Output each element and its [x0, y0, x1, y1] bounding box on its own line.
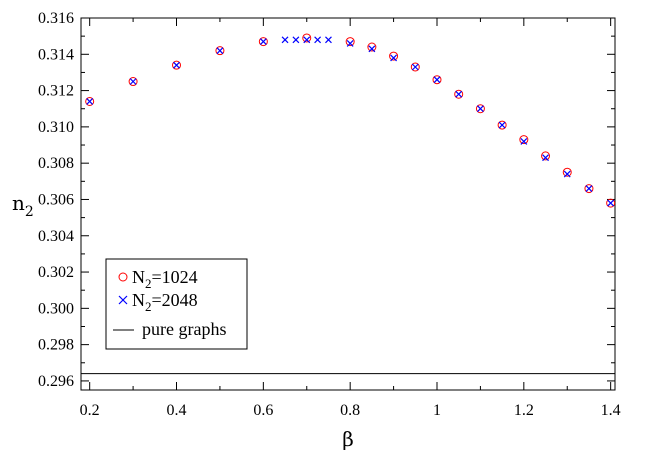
data-point-n2048 — [455, 90, 463, 98]
data-point-n1024 — [410, 62, 420, 72]
data-point-n1024 — [302, 33, 312, 43]
x-tick-label: 0.6 — [253, 402, 273, 419]
data-point-n2048 — [292, 36, 300, 44]
data-point-n1024 — [519, 135, 529, 145]
data-point-n1024 — [128, 77, 138, 87]
data-point-n1024 — [497, 120, 507, 130]
data-point-n1024 — [172, 60, 182, 70]
y-tick-label: 0.314 — [38, 46, 74, 63]
data-point-n1024 — [215, 46, 225, 56]
y-tick-label: 0.306 — [38, 191, 74, 208]
data-point-n1024 — [606, 198, 616, 208]
y-tick-label: 0.298 — [38, 337, 74, 354]
data-point-n2048 — [476, 105, 484, 113]
legend-label-n1024: N2=1024 — [132, 267, 198, 291]
data-point-n2048 — [411, 63, 419, 71]
x-axis-ticks: 0.2 0.4 0.6 0.8 1 1.2 1.4 — [80, 18, 621, 419]
data-point-n2048 — [498, 121, 506, 129]
data-point-n1024 — [258, 37, 268, 47]
y-tick-label: 0.302 — [38, 264, 74, 281]
data-point-n1024 — [389, 51, 399, 61]
y-tick-label: 0.300 — [38, 300, 74, 317]
y-tick-label: 0.304 — [38, 228, 74, 245]
data-point-n2048 — [259, 38, 267, 46]
data-point-n2048 — [520, 137, 528, 145]
data-point-n2048 — [303, 36, 311, 44]
data-point-n2048 — [542, 154, 549, 162]
data-series — [81, 33, 616, 375]
data-point-n2048 — [314, 36, 322, 44]
y-tick-label: 0.316 — [38, 10, 74, 27]
legend-circle-marker — [118, 272, 128, 282]
data-point-n2048 — [325, 36, 332, 44]
data-point-n2048 — [390, 54, 398, 62]
y-axis-ticks: 0.296 0.298 0.300 0.302 0.304 0.306 0.308 0.310… — [38, 10, 615, 390]
data-point-n1024 — [345, 37, 355, 47]
data-point-n2048 — [433, 76, 441, 84]
x-tick-label: 0.2 — [80, 402, 100, 419]
data-point-n1024 — [432, 75, 442, 85]
data-point-n1024 — [562, 167, 572, 177]
data-point-n2048 — [173, 61, 180, 69]
x-tick-label: 1 — [433, 402, 441, 419]
x-tick-label: 0.8 — [340, 402, 360, 419]
data-point-n1024 — [367, 42, 377, 52]
legend-label-pure-graphs: pure graphs — [142, 319, 226, 339]
data-point-n2048 — [585, 185, 593, 192]
legend-x-marker — [118, 295, 128, 305]
y-tick-label: 0.296 — [38, 373, 74, 390]
legend-box — [105, 258, 248, 350]
data-point-n2048 — [129, 78, 137, 85]
data-point-n1024 — [475, 104, 485, 114]
legend: N2=1024 N2=2048 pure graphs — [105, 258, 248, 350]
data-point-n1024 — [541, 151, 551, 161]
x-axis-label: β — [342, 427, 354, 451]
data-point-n2048 — [281, 36, 289, 44]
y-tick-label: 0.308 — [38, 155, 74, 172]
data-point-n2048 — [216, 47, 224, 55]
x-tick-label: 1.4 — [601, 402, 621, 419]
data-point-n2048 — [346, 39, 354, 47]
data-point-n1024 — [85, 96, 95, 106]
data-point-n1024 — [454, 89, 464, 99]
legend-label-n2048: N2=2048 — [132, 290, 198, 314]
data-point-n2048 — [607, 199, 615, 207]
data-point-n2048 — [86, 98, 94, 105]
y-axis-label-subscript: 2 — [25, 204, 34, 220]
x-tick-label: 1.2 — [514, 402, 534, 419]
data-point-n2048 — [563, 170, 571, 178]
y-axis-label: n2 — [12, 191, 34, 220]
y-tick-label: 0.310 — [38, 119, 74, 136]
x-tick-label: 0.4 — [167, 402, 187, 419]
y-tick-label: 0.312 — [38, 83, 74, 100]
data-point-n2048 — [368, 45, 376, 53]
data-point-n1024 — [584, 184, 594, 194]
